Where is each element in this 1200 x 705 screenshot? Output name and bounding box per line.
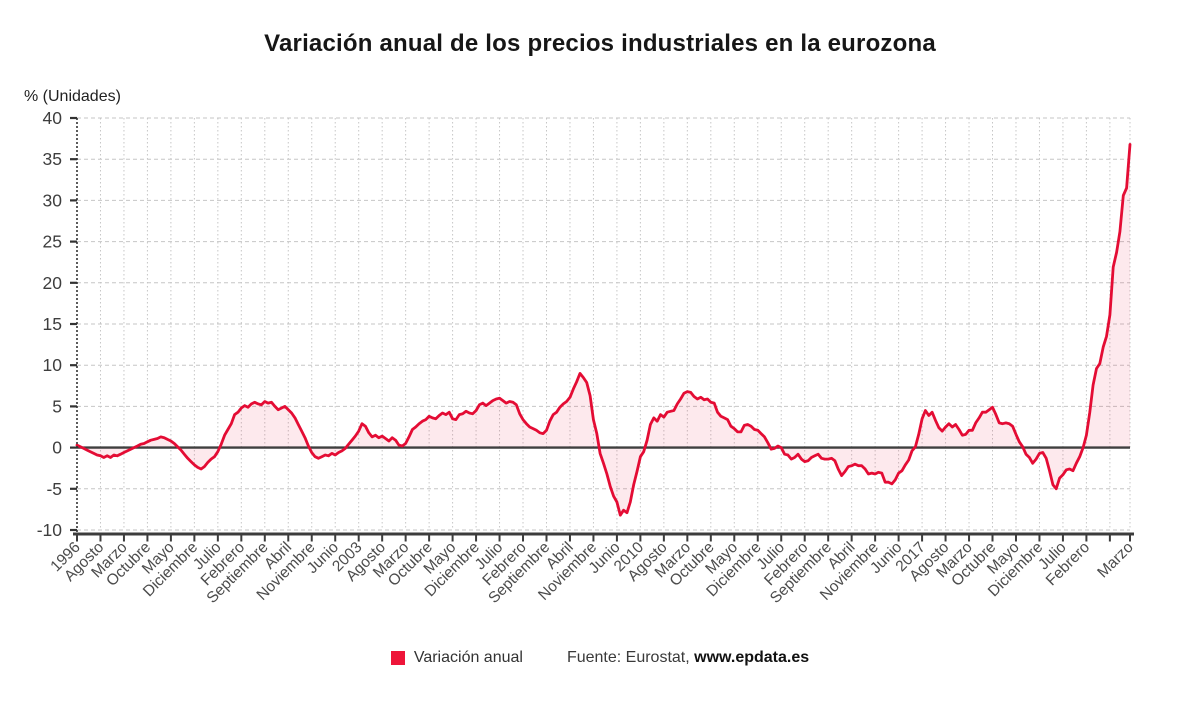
chart-footer: Variación anual Fuente: Eurostat, www.ep… (0, 649, 1200, 667)
y-axis-label: 15 (43, 314, 62, 334)
source-site-link[interactable]: www.epdata.es (694, 649, 810, 666)
series-line (75, 143, 1132, 517)
y-axis-label: 30 (43, 190, 63, 210)
source-line: Fuente: Eurostat, www.epdata.es (567, 649, 809, 667)
y-axis-title: % (Unidades) (24, 88, 121, 105)
legend-item-variacion-anual[interactable]: Variación anual (390, 649, 523, 667)
y-axis-label: 10 (43, 355, 63, 375)
page-title: Variación anual de los precios industria… (264, 30, 936, 57)
x-axis-label: Marzo (1094, 539, 1136, 581)
y-axis-label: 40 (43, 108, 63, 128)
legend-swatch-icon (390, 651, 405, 665)
y-axis-label: 0 (52, 438, 62, 458)
y-axis-label: 20 (43, 273, 63, 293)
y-axis-label: 35 (43, 149, 62, 169)
y-axis-label: -10 (37, 520, 63, 540)
y-axis-label: -5 (46, 479, 62, 499)
legend-label: Variación anual (413, 649, 523, 666)
source-prefix: Fuente: Eurostat, (566, 649, 690, 666)
y-axis-label: 5 (52, 396, 62, 416)
y-axis-label: 25 (43, 232, 62, 252)
